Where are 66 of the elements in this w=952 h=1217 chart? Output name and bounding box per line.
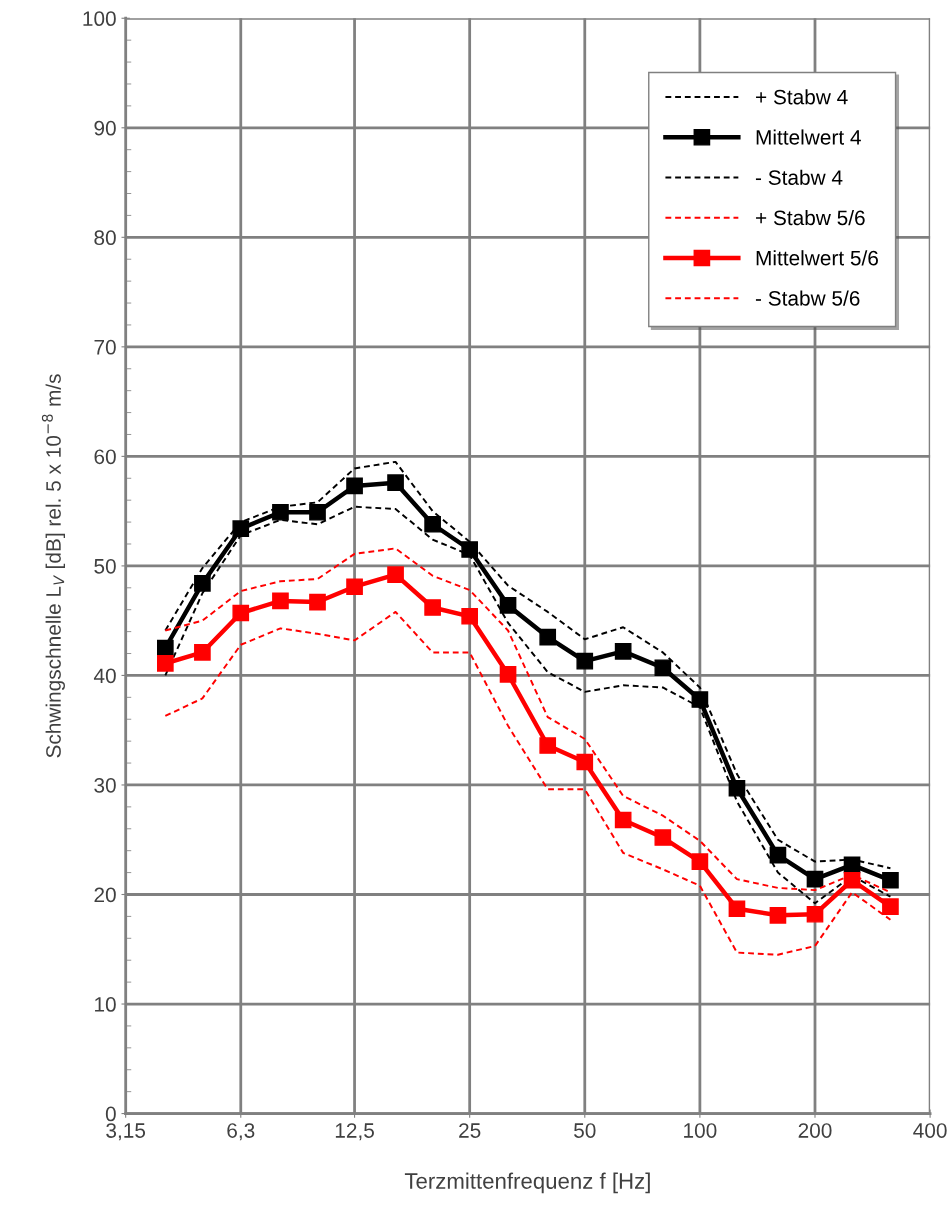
y-tick-label: 20: [94, 887, 116, 903]
point: [461, 607, 479, 625]
y-tick-label: 50: [94, 558, 116, 574]
point: [806, 870, 824, 888]
y-tick-label: 40: [93, 668, 116, 684]
legend-label: Mittelwert 5/6: [756, 250, 878, 266]
point: [424, 515, 441, 533]
y-tick-label: 0: [105, 1106, 116, 1122]
point: [882, 898, 899, 915]
point: [728, 900, 746, 918]
x-tick-label: 50: [574, 1123, 596, 1138]
point: [346, 477, 363, 495]
x-tick-label: 100: [684, 1123, 717, 1138]
y-tick-label: 70: [94, 339, 116, 355]
x-tick-label: 200: [798, 1123, 832, 1138]
x-tick-label: 6,3: [227, 1123, 255, 1141]
point: [232, 520, 250, 537]
point: [614, 643, 632, 660]
y-tick-label: 80: [94, 230, 116, 246]
point: [576, 652, 594, 670]
point: [539, 628, 557, 646]
legend-label: + Stabw 5/6: [756, 209, 865, 226]
point: [728, 779, 746, 797]
point: [157, 639, 174, 657]
point: [843, 871, 861, 889]
y-axis-title: Schwingschnelle L$_{V}$ [dB] rel. 5 x 10$^{−8}$ m/s: [41, 374, 65, 758]
point: [194, 575, 211, 592]
y-tick-label: 10: [95, 997, 116, 1012]
y-tick-label: 90: [94, 120, 116, 136]
x-tick-label: 25: [459, 1123, 481, 1138]
point: [769, 906, 787, 924]
point: [769, 846, 787, 864]
point: [346, 578, 363, 596]
point: [387, 474, 404, 491]
y-tick-label: 60: [94, 449, 116, 465]
legend-label: + Stabw 4: [756, 89, 848, 105]
legend-label: Mittelwert 4: [756, 129, 861, 145]
point: [499, 597, 517, 614]
point: [654, 659, 672, 677]
legend-label: - Stabw 5/6: [755, 290, 860, 306]
point: [424, 599, 441, 616]
point: [691, 853, 709, 870]
point: [309, 503, 326, 521]
point: [539, 737, 557, 754]
point: [157, 655, 174, 672]
point: [272, 503, 289, 521]
point: [806, 905, 824, 923]
point: [691, 691, 709, 708]
point: [614, 811, 632, 829]
point: [272, 592, 289, 610]
point: [461, 541, 479, 558]
x-tick-label: 400: [913, 1123, 947, 1138]
x-tick-label: 12,5: [335, 1123, 374, 1141]
x-tick-label: 3,15: [106, 1123, 146, 1141]
point: [654, 829, 672, 846]
point: [194, 644, 211, 661]
point: [499, 666, 517, 683]
point: [576, 753, 594, 771]
x-axis-title: Terzmittenfrequenz f [Hz]: [404, 1172, 650, 1194]
point: [232, 604, 250, 622]
point: [387, 566, 404, 584]
y-tick-label: 100: [83, 11, 116, 27]
legend-label: - Stabw 4: [755, 169, 843, 185]
point: [882, 871, 899, 889]
y-tick-label: 30: [94, 777, 116, 793]
point: [309, 593, 326, 611]
